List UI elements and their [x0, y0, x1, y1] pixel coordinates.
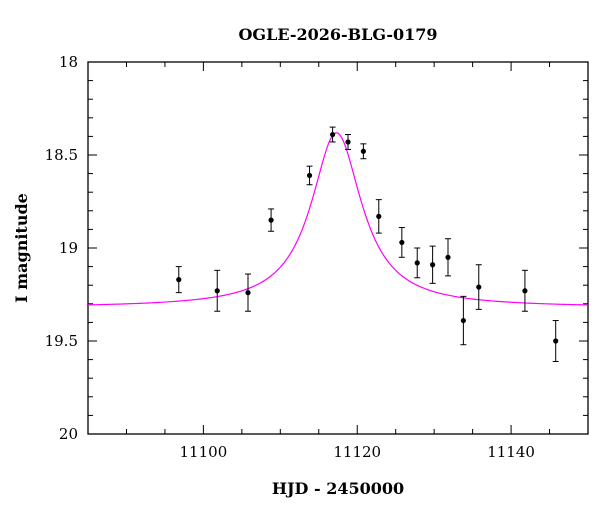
data-point [375, 199, 382, 234]
data-marker [460, 317, 466, 324]
data-point [414, 247, 421, 279]
data-marker [553, 338, 559, 344]
data-marker [330, 131, 336, 138]
data-marker [345, 139, 351, 145]
data-point [306, 165, 313, 186]
chart-title: OGLE-2026-BLG-0179 [238, 25, 437, 44]
y-tick-label: 18 [59, 53, 78, 71]
y-tick-label: 19 [59, 239, 78, 257]
y-tick-label: 19.5 [45, 332, 78, 350]
data-point [475, 264, 482, 310]
data-marker [399, 239, 405, 246]
x-axis-label: HJD - 2450000 [272, 479, 404, 498]
x-tick-label: 11100 [180, 443, 228, 461]
tick-marks [87, 61, 589, 435]
data-marker [522, 288, 528, 294]
y-axis-label: I magnitude [12, 193, 31, 303]
data-marker [445, 254, 451, 260]
data-marker [268, 217, 274, 223]
data-marker [414, 260, 420, 266]
plot-frame [87, 61, 589, 435]
data-points [175, 126, 559, 362]
data-marker [176, 277, 182, 283]
data-point [398, 227, 405, 258]
data-point [245, 273, 251, 312]
data-marker [360, 148, 366, 154]
data-point [445, 238, 451, 277]
data-marker [476, 284, 482, 290]
y-tick-label: 18.5 [45, 146, 78, 164]
data-marker [214, 288, 220, 294]
data-point [345, 134, 351, 150]
data-point [552, 320, 559, 362]
y-tick-label: 20 [59, 425, 78, 443]
x-tick-label: 11120 [333, 443, 381, 461]
tick-labels: 11100 11120 11140 18 18.5 19 19.5 20 [45, 53, 535, 461]
data-point [360, 143, 367, 160]
model-curve [87, 132, 589, 306]
data-marker [376, 213, 382, 219]
data-point [329, 126, 336, 143]
data-point [429, 245, 436, 284]
data-point [268, 208, 275, 232]
data-point [214, 269, 221, 312]
data-marker [306, 172, 313, 179]
x-tick-label: 11140 [487, 443, 535, 461]
data-marker [245, 290, 251, 296]
data-point [175, 266, 182, 294]
data-marker [430, 262, 436, 268]
data-point [460, 295, 467, 346]
data-point [521, 269, 528, 312]
